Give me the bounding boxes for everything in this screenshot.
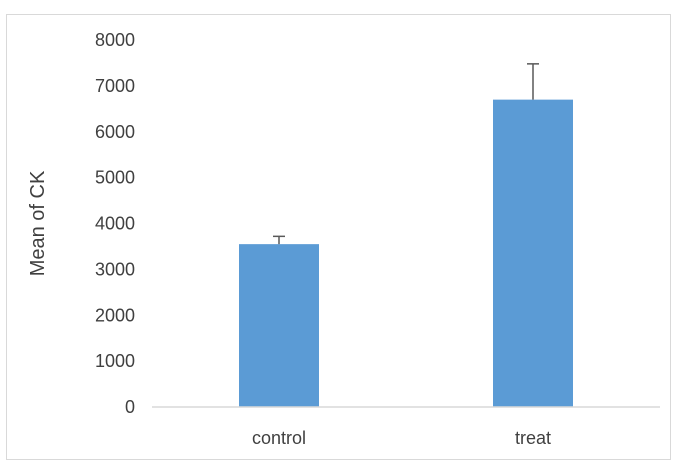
bar-control [239, 244, 319, 407]
y-axis-title: Mean of CK [27, 170, 49, 276]
y-tick-label: 1000 [95, 351, 135, 371]
x-tick-label: control [252, 428, 306, 448]
error-bars [273, 63, 539, 245]
y-tick-label: 8000 [95, 30, 135, 50]
y-axis-ticks: 0 1000 2000 3000 4000 5000 6000 7000 8000 [95, 30, 135, 417]
y-tick-label: 2000 [95, 305, 135, 325]
x-tick-label: treat [515, 428, 551, 448]
y-tick-label: 4000 [95, 214, 135, 234]
bar-treat [493, 99, 573, 407]
y-tick-label: 0 [125, 397, 135, 417]
x-axis-ticks: control treat [252, 428, 551, 448]
bars [239, 99, 573, 407]
y-tick-label: 3000 [95, 259, 135, 279]
y-tick-label: 5000 [95, 168, 135, 188]
y-tick-label: 6000 [95, 122, 135, 142]
y-tick-label: 7000 [95, 76, 135, 96]
